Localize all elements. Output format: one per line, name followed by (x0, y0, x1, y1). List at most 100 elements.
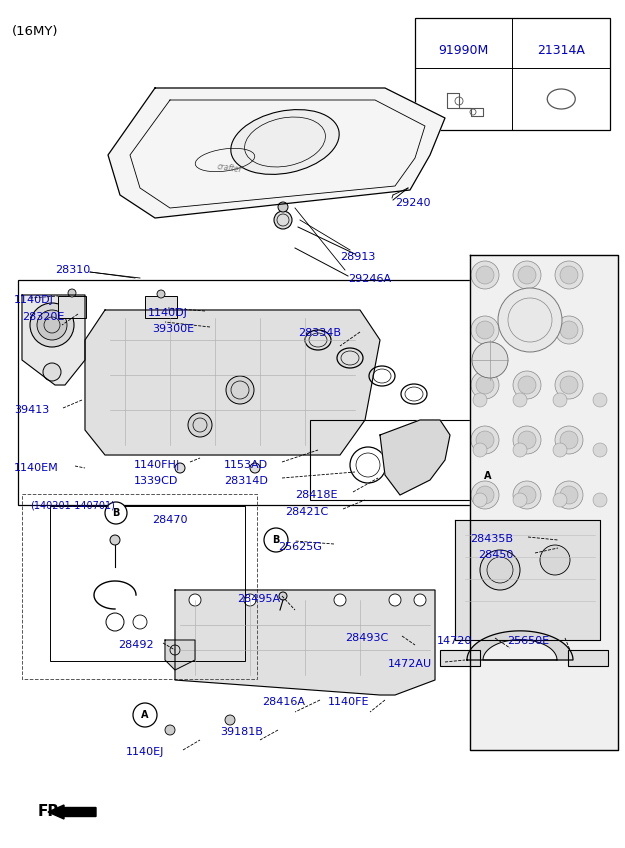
Text: 25650E: 25650E (507, 636, 549, 646)
Text: 1140DJ: 1140DJ (14, 295, 54, 305)
Circle shape (471, 481, 499, 509)
Text: 29240: 29240 (395, 198, 431, 208)
Circle shape (513, 481, 541, 509)
Circle shape (553, 493, 567, 507)
Bar (18, 280, 473, 505)
Polygon shape (108, 88, 445, 218)
Circle shape (110, 535, 120, 545)
Circle shape (279, 592, 287, 600)
Text: 28416A: 28416A (262, 697, 305, 707)
Circle shape (518, 376, 536, 394)
Circle shape (334, 594, 346, 606)
Circle shape (175, 463, 185, 473)
Text: 21314A: 21314A (538, 43, 585, 57)
Text: 1140EM: 1140EM (14, 463, 59, 473)
Ellipse shape (231, 109, 339, 175)
Text: 14720: 14720 (437, 636, 472, 646)
Polygon shape (467, 631, 573, 660)
Text: 1140DJ: 1140DJ (148, 308, 188, 318)
Text: 1140FE: 1140FE (328, 697, 369, 707)
Circle shape (244, 594, 256, 606)
Circle shape (513, 443, 527, 457)
Circle shape (555, 426, 583, 454)
Circle shape (480, 550, 520, 590)
Text: 1140EJ: 1140EJ (126, 747, 164, 757)
Circle shape (560, 431, 578, 449)
Text: 91990M: 91990M (439, 43, 489, 57)
Circle shape (518, 486, 536, 504)
Bar (310, 420, 475, 500)
Circle shape (560, 376, 578, 394)
Circle shape (560, 486, 578, 504)
Text: 1153AD: 1153AD (224, 460, 268, 470)
Circle shape (498, 288, 562, 352)
Text: 1140FH|: 1140FH| (134, 460, 181, 471)
Circle shape (476, 321, 494, 339)
Text: 1339CD: 1339CD (134, 476, 178, 486)
Circle shape (555, 316, 583, 344)
Circle shape (540, 545, 570, 575)
Text: 28492: 28492 (118, 640, 154, 650)
Circle shape (471, 371, 499, 399)
Circle shape (68, 289, 76, 297)
Text: 39413: 39413 (14, 405, 49, 415)
Circle shape (189, 594, 201, 606)
Circle shape (225, 715, 235, 725)
Polygon shape (165, 640, 195, 670)
Text: B: B (112, 508, 120, 518)
Bar (50, 506, 245, 661)
Bar (568, 650, 608, 666)
Circle shape (513, 371, 541, 399)
Circle shape (188, 413, 212, 437)
FancyArrow shape (48, 805, 96, 819)
Circle shape (518, 431, 536, 449)
Circle shape (472, 342, 508, 378)
Circle shape (250, 463, 260, 473)
Circle shape (476, 486, 494, 504)
Text: 39181B: 39181B (220, 727, 263, 737)
Text: B: B (272, 535, 280, 545)
Text: 25625G: 25625G (278, 542, 322, 552)
Text: 28470: 28470 (152, 515, 188, 525)
Text: 28450: 28450 (478, 550, 513, 560)
Circle shape (476, 431, 494, 449)
Circle shape (471, 426, 499, 454)
Text: crafter: crafter (217, 162, 243, 174)
Circle shape (165, 725, 175, 735)
Text: (16MY): (16MY) (12, 25, 59, 38)
Circle shape (226, 376, 254, 404)
Circle shape (471, 261, 499, 289)
Circle shape (389, 594, 401, 606)
Circle shape (133, 703, 157, 727)
Circle shape (513, 393, 527, 407)
Circle shape (513, 426, 541, 454)
Bar (22, 494, 257, 679)
Text: A: A (484, 471, 492, 481)
Circle shape (473, 443, 487, 457)
Circle shape (593, 493, 607, 507)
Circle shape (473, 393, 487, 407)
Circle shape (560, 321, 578, 339)
Circle shape (278, 202, 288, 212)
Circle shape (593, 393, 607, 407)
Text: 29246A: 29246A (348, 274, 391, 284)
Bar (145, 296, 177, 318)
Text: 28435B: 28435B (470, 534, 513, 544)
Circle shape (513, 493, 527, 507)
Text: FR.: FR. (38, 805, 66, 819)
Text: 28320E: 28320E (22, 312, 64, 322)
Circle shape (476, 464, 500, 488)
Circle shape (473, 493, 487, 507)
Polygon shape (470, 255, 618, 750)
Circle shape (555, 371, 583, 399)
Circle shape (37, 310, 67, 340)
Circle shape (555, 481, 583, 509)
Bar (58, 296, 86, 318)
Text: 1472AU: 1472AU (388, 659, 432, 669)
Polygon shape (22, 295, 85, 385)
Circle shape (513, 261, 541, 289)
Circle shape (414, 594, 426, 606)
Circle shape (30, 303, 74, 347)
Circle shape (264, 528, 288, 552)
Circle shape (560, 266, 578, 284)
